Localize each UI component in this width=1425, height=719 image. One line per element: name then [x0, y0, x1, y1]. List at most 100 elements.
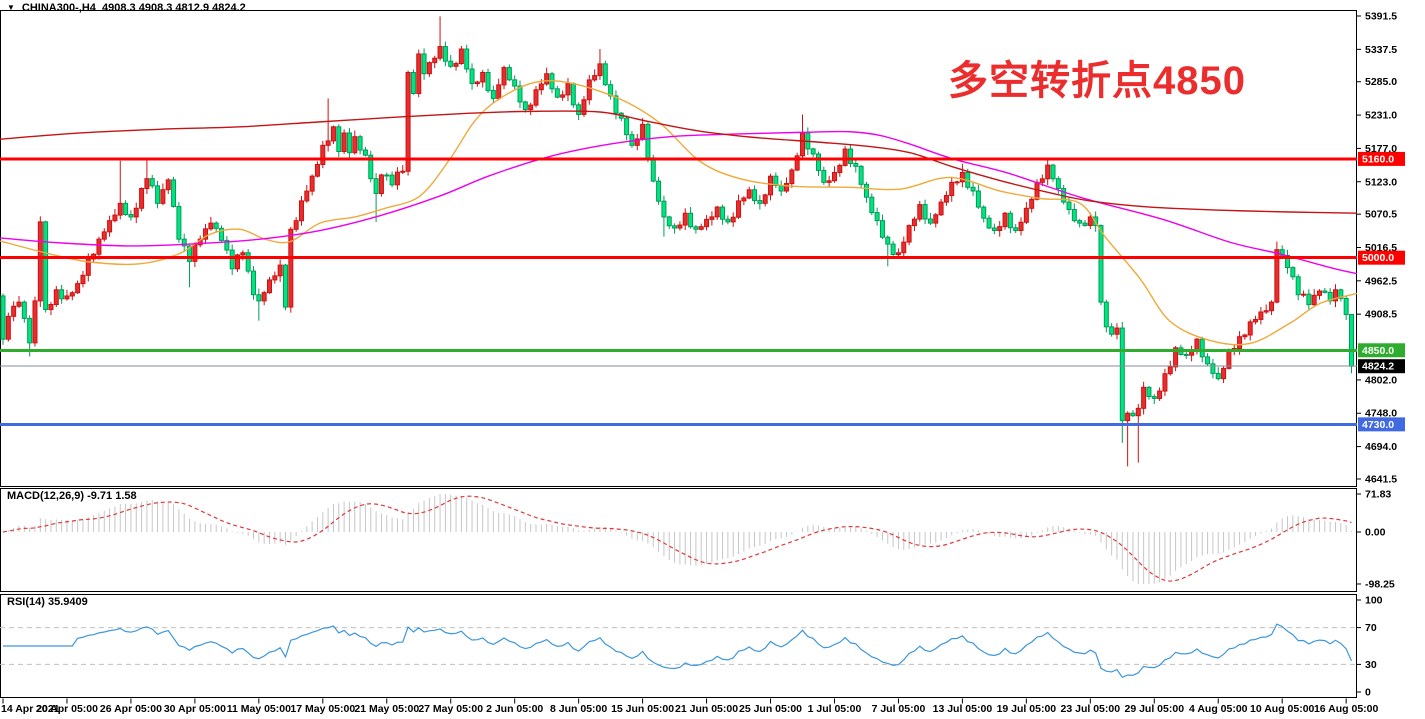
- candle-body: [570, 83, 576, 106]
- candle-body: [165, 179, 171, 191]
- axis-label: 4962.5: [1365, 275, 1397, 287]
- candle-body: [560, 94, 566, 98]
- price-badge: [1358, 417, 1405, 432]
- candle-body: [533, 89, 539, 106]
- candle-body: [858, 165, 864, 185]
- axis-label: 4641.5: [1365, 473, 1397, 485]
- symbol-ohlc-header: ▼ CHINA300-,H4 4908.3 4908.3 4812.9 4824…: [7, 1, 246, 14]
- candle-body: [1002, 212, 1008, 228]
- candle-body: [784, 183, 790, 192]
- candle-body: [709, 216, 715, 220]
- candle-body: [272, 275, 278, 281]
- candle-body: [69, 292, 75, 297]
- candle-body: [490, 90, 496, 99]
- candle-body: [80, 274, 86, 285]
- candle-body: [911, 218, 917, 227]
- candle-body: [410, 71, 416, 94]
- candle-body: [693, 226, 699, 230]
- axis-label: 4908.5: [1365, 309, 1397, 321]
- candle-body: [789, 169, 795, 185]
- candle-body: [1327, 291, 1333, 302]
- candle-body: [1253, 318, 1259, 323]
- candle-body: [1306, 293, 1312, 306]
- candle-body: [5, 315, 11, 340]
- candle-body: [1215, 372, 1221, 380]
- candle-body: [203, 228, 209, 240]
- candle-body: [810, 148, 816, 155]
- candle-body: [245, 252, 251, 272]
- candle-body: [1301, 293, 1307, 296]
- candle-body: [736, 200, 742, 218]
- candle-body: [341, 132, 347, 153]
- candle-body: [480, 71, 486, 83]
- candle-body: [96, 238, 102, 255]
- candle-body: [21, 301, 27, 319]
- candle-body: [400, 170, 406, 173]
- candle-body: [831, 171, 837, 182]
- candle-body: [251, 270, 257, 296]
- candle-body: [885, 236, 891, 245]
- price-badge-label: 4824.2: [1362, 361, 1394, 373]
- candle-body: [229, 249, 235, 270]
- candle-body: [506, 67, 512, 81]
- candle-body: [240, 252, 246, 256]
- time-label: 30 Apr 05:00: [164, 703, 226, 715]
- axis-label: 5391.5: [1365, 11, 1397, 23]
- candle-body: [938, 201, 944, 216]
- candle-body: [1269, 301, 1275, 312]
- candle-body: [645, 123, 651, 159]
- candle-body: [362, 149, 368, 156]
- candle-body: [528, 104, 534, 111]
- candle-body: [314, 163, 320, 177]
- candle-body: [75, 283, 81, 294]
- candle-body: [517, 85, 523, 103]
- candle-body: [1205, 356, 1211, 365]
- macd-histogram: [7, 494, 1352, 584]
- candle-body: [672, 225, 678, 229]
- candle-body: [1247, 321, 1253, 336]
- candle-body: [970, 186, 976, 192]
- candle-body: [48, 303, 54, 311]
- candle-body: [752, 189, 758, 202]
- time-label: 4 Aug 05:00: [1189, 703, 1248, 715]
- candle-body: [37, 221, 43, 302]
- candle-body: [656, 180, 662, 202]
- collapse-chevron-icon[interactable]: ▼: [7, 3, 15, 12]
- rsi-label: RSI(14) 35.9409: [7, 596, 88, 608]
- candle-body: [986, 217, 992, 229]
- candle-body: [1130, 412, 1136, 417]
- ma-fast-orange-line: [0, 79, 1358, 346]
- candle-body: [927, 218, 933, 224]
- candle-body: [1018, 221, 1024, 232]
- candle-body: [155, 185, 161, 204]
- rsi-line: [3, 623, 1353, 679]
- candle-body: [1007, 212, 1013, 229]
- candle-body: [901, 241, 907, 254]
- candle-body: [0, 295, 6, 340]
- candle-body: [1167, 366, 1173, 375]
- axis-label: 0: [1365, 687, 1371, 699]
- time-label: 19 Jul 05:00: [997, 703, 1057, 715]
- price-badge-label: 5160.0: [1362, 153, 1394, 165]
- annotation-text: 多空转折点4850: [948, 59, 1246, 103]
- time-label: 15 Jun 05:00: [611, 703, 674, 715]
- time-label: 11 May 05:00: [227, 703, 291, 715]
- axis-label: 4694.0: [1365, 441, 1397, 453]
- candle-body: [741, 197, 747, 202]
- axis-label: 0.00: [1365, 527, 1386, 539]
- candle-body: [837, 164, 843, 173]
- candle-body: [613, 95, 619, 114]
- candle-body: [1189, 350, 1195, 356]
- candle-body: [634, 138, 640, 146]
- candle-body: [1055, 178, 1061, 190]
- candle-body: [384, 174, 390, 177]
- candle-body: [464, 48, 470, 70]
- ohlc-values: 4908.3 4908.3 4812.9 4824.2: [102, 1, 246, 14]
- macd-label: MACD(12,26,9) -9.71 1.58: [7, 490, 137, 502]
- candle-body: [288, 228, 294, 308]
- axis-label: 5123.0: [1365, 176, 1397, 188]
- candle-body: [949, 181, 955, 197]
- time-label: 21 Jun 05:00: [675, 703, 738, 715]
- candle-body: [581, 99, 587, 115]
